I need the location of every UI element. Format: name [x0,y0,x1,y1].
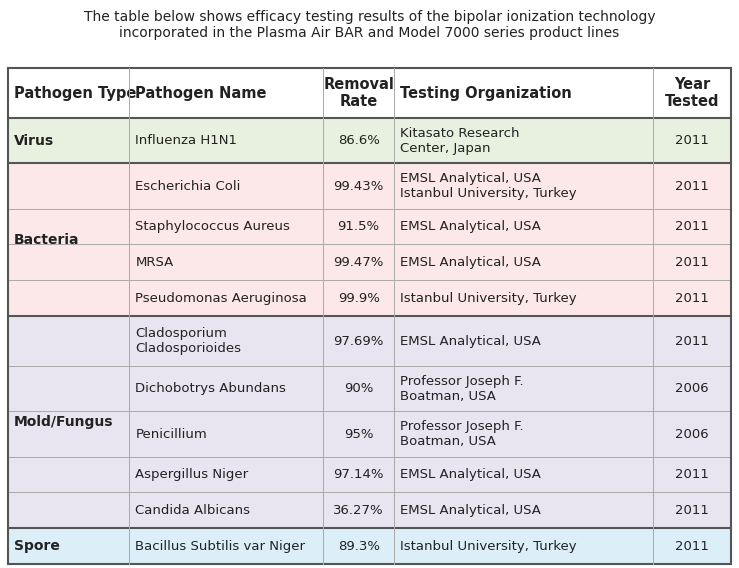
Bar [8,492,731,528]
Text: 2011: 2011 [675,256,709,269]
Text: 89.3%: 89.3% [338,540,380,553]
Text: 2011: 2011 [675,540,709,553]
Text: Aspergillus Niger: Aspergillus Niger [135,468,248,481]
Bar [8,68,731,118]
Text: Mold/Fungus: Mold/Fungus [14,415,114,429]
Text: 2011: 2011 [675,335,709,348]
Text: Professor Joseph F.
Boatman, USA: Professor Joseph F. Boatman, USA [400,375,524,403]
Text: Removal
Rate: Removal Rate [323,77,394,109]
Bar [8,164,731,208]
Text: 97.14%: 97.14% [333,468,384,481]
Text: Influenza H1N1: Influenza H1N1 [135,134,237,147]
Text: 86.6%: 86.6% [338,134,380,147]
Text: Cladosporium
Cladosporioides: Cladosporium Cladosporioides [135,327,242,355]
Text: 2011: 2011 [675,504,709,517]
Bar [8,316,731,366]
Text: Testing Organization: Testing Organization [400,86,572,101]
Text: EMSL Analytical, USA: EMSL Analytical, USA [400,468,541,481]
Text: Penicillium: Penicillium [135,428,207,441]
Text: 2006: 2006 [675,428,709,441]
Text: Spore: Spore [14,539,60,553]
Text: Pathogen Name: Pathogen Name [135,86,267,101]
Text: 99.9%: 99.9% [338,291,380,304]
Text: 95%: 95% [344,428,373,441]
Text: EMSL Analytical, USA: EMSL Analytical, USA [400,256,541,269]
Bar [8,528,731,564]
Bar [8,366,731,411]
Text: Dichobotrys Abundans: Dichobotrys Abundans [135,382,286,395]
Text: Year
Tested: Year Tested [664,77,719,109]
Text: Professor Joseph F.
Boatman, USA: Professor Joseph F. Boatman, USA [400,420,524,448]
Text: Pseudomonas Aeruginosa: Pseudomonas Aeruginosa [135,291,307,304]
Text: The table below shows efficacy testing results of the bipolar ionization technol: The table below shows efficacy testing r… [84,10,655,40]
Text: 91.5%: 91.5% [338,220,380,233]
Text: EMSL Analytical, USA: EMSL Analytical, USA [400,220,541,233]
Text: EMSL Analytical, USA
Istanbul University, Turkey: EMSL Analytical, USA Istanbul University… [400,172,576,200]
Text: Staphylococcus Aureus: Staphylococcus Aureus [135,220,290,233]
Bar [8,411,731,457]
Text: 97.69%: 97.69% [333,335,384,348]
Bar [8,244,731,280]
Bar [8,280,731,316]
Text: EMSL Analytical, USA: EMSL Analytical, USA [400,335,541,348]
Text: EMSL Analytical, USA: EMSL Analytical, USA [400,504,541,517]
Text: 99.43%: 99.43% [333,179,384,193]
Text: Istanbul University, Turkey: Istanbul University, Turkey [400,291,576,304]
Text: Bacteria: Bacteria [14,233,80,247]
Text: Bacillus Subtilis var Niger: Bacillus Subtilis var Niger [135,540,305,553]
Text: 2011: 2011 [675,468,709,481]
Text: 2011: 2011 [675,179,709,193]
Text: MRSA: MRSA [135,256,174,269]
Bar [8,208,731,244]
Text: 2011: 2011 [675,291,709,304]
Text: 2011: 2011 [675,220,709,233]
Text: 2011: 2011 [675,134,709,147]
Text: Escherichia Coli: Escherichia Coli [135,179,241,193]
Text: Candida Albicans: Candida Albicans [135,504,251,517]
Text: Istanbul University, Turkey: Istanbul University, Turkey [400,540,576,553]
Text: Virus: Virus [14,133,54,148]
Bar [8,118,731,164]
Text: Pathogen Type: Pathogen Type [14,86,137,101]
Text: 2006: 2006 [675,382,709,395]
Text: 99.47%: 99.47% [333,256,384,269]
Text: Kitasato Research
Center, Japan: Kitasato Research Center, Japan [400,127,520,154]
Bar [8,457,731,492]
Text: 90%: 90% [344,382,373,395]
Text: 36.27%: 36.27% [333,504,384,517]
